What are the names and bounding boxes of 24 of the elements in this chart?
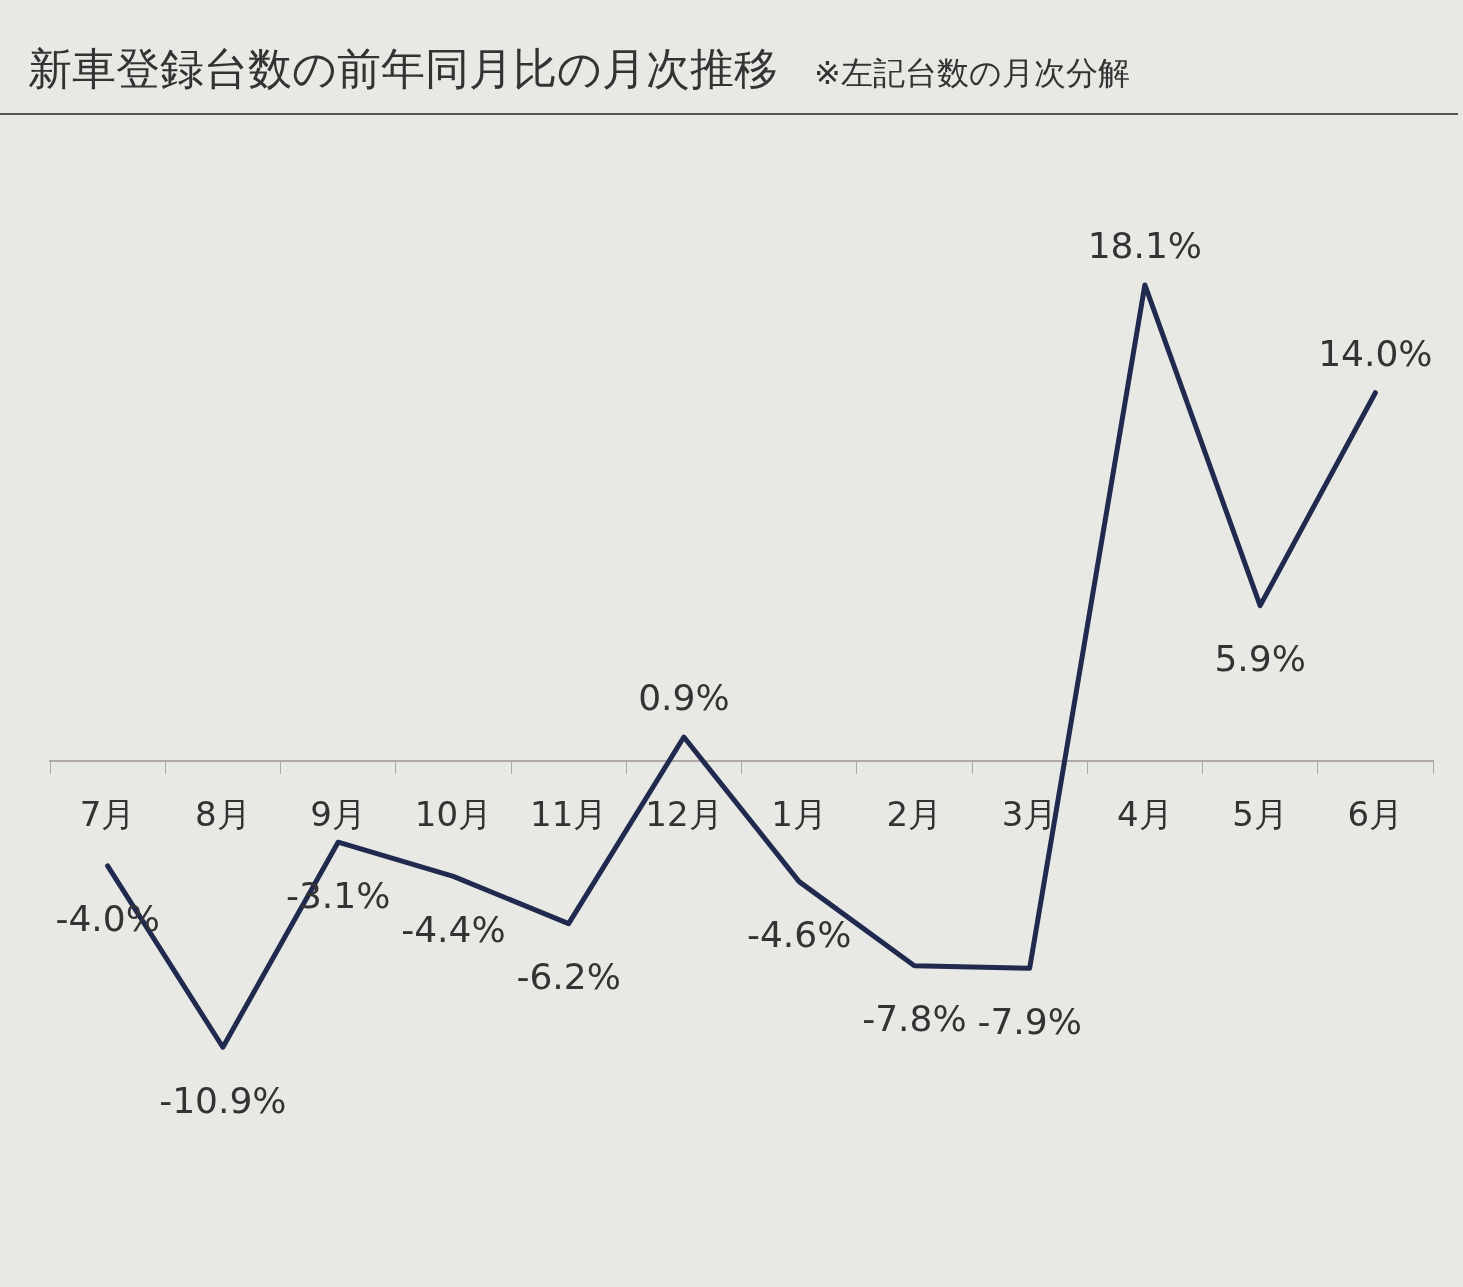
x-tick-label: 4月 (1117, 793, 1173, 834)
data-label: -4.6% (746, 913, 852, 955)
x-tick-label: 8月 (195, 793, 251, 834)
x-tick-label: 12月 (645, 793, 723, 834)
data-label: -6.2% (516, 956, 621, 998)
chart-title: 新車登録台数の前年同月比の月次推移 (28, 43, 778, 94)
x-tick-label: 6月 (1347, 793, 1404, 834)
data-label: 18.1% (1087, 225, 1203, 267)
x-tick-label: 10月 (414, 793, 493, 834)
x-tick-label: 2月 (886, 793, 943, 834)
x-tick-label: 7月 (79, 793, 136, 834)
data-label: -10.9% (159, 1079, 287, 1121)
data-label: -7.8% (862, 998, 967, 1040)
data-label: 5.9% (1214, 637, 1306, 679)
x-tick-label: 9月 (310, 793, 366, 834)
chart-subtitle: ※左記台数の月次分解 (814, 54, 1130, 92)
x-tick-label: 5月 (1232, 793, 1288, 834)
data-label: -4.4% (401, 908, 506, 950)
x-tick-label: 1月 (771, 793, 827, 834)
x-tick-label: 3月 (1001, 793, 1058, 834)
data-label: 0.9% (638, 677, 730, 719)
data-label: -7.9% (977, 1000, 1082, 1042)
data-label: 14.0% (1318, 333, 1433, 375)
x-tick-label: 11月 (529, 793, 608, 834)
